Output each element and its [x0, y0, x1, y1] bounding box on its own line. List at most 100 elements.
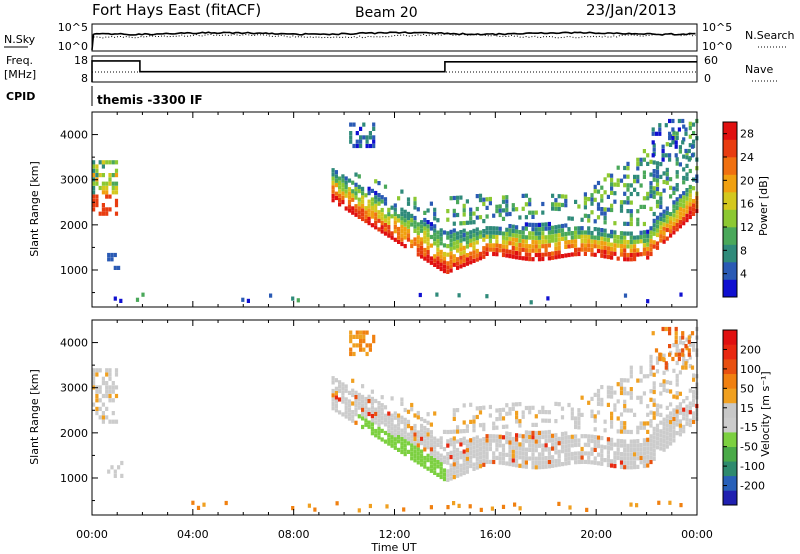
power-cell	[613, 234, 617, 239]
power-cell	[682, 167, 686, 172]
power-cell	[511, 250, 515, 255]
velocity-cell	[654, 348, 659, 353]
velocity-cell	[678, 406, 682, 411]
power-cell	[629, 248, 633, 253]
velocity-cell	[475, 406, 479, 411]
power-cell	[488, 234, 492, 239]
power-cell	[623, 183, 627, 188]
power-cell	[551, 206, 555, 211]
power-cell	[357, 197, 361, 202]
velocity-cell	[98, 385, 102, 390]
velocity-cell	[580, 459, 584, 464]
power-cell	[669, 220, 673, 225]
velocity-cell	[344, 410, 348, 415]
velocity-cell	[623, 465, 627, 470]
power-cell	[413, 241, 417, 246]
power-cell	[544, 235, 548, 240]
velocity-cell	[92, 368, 96, 373]
power-cell	[338, 193, 342, 198]
velocity-cell	[655, 445, 660, 450]
power-cell	[626, 231, 630, 236]
power-cell	[114, 181, 119, 186]
velocity-cell	[642, 391, 646, 396]
power-cell	[420, 254, 424, 259]
power-cell	[665, 219, 669, 224]
power-cell	[613, 191, 617, 196]
velocity-cell	[403, 426, 407, 431]
velocity-cell	[636, 378, 640, 383]
power-cell	[596, 180, 601, 186]
power-cell	[508, 228, 512, 233]
velocity-cell	[406, 409, 411, 414]
power-cell	[649, 194, 653, 199]
velocity-cell	[547, 455, 551, 460]
velocity-cell	[675, 360, 679, 366]
power-cell	[668, 131, 672, 136]
power-cell	[662, 218, 666, 223]
power-cell	[433, 212, 437, 217]
velocity-cell	[551, 463, 555, 468]
velocity-cell	[413, 441, 417, 446]
velocity-cell	[492, 455, 496, 460]
velocity-cell	[372, 339, 376, 344]
velocity-cell	[334, 399, 338, 404]
power-cell	[361, 208, 365, 213]
velocity-cell	[515, 433, 519, 438]
power-cell	[495, 239, 499, 244]
power-cell	[534, 210, 538, 215]
velocity-cell	[426, 440, 430, 446]
power-cell	[380, 195, 384, 200]
power-cell	[374, 208, 378, 213]
velocity-heatmap-cells	[92, 326, 699, 513]
velocity-cell	[636, 430, 640, 435]
velocity-cell	[528, 434, 532, 440]
power-cell	[436, 239, 440, 244]
power-cell	[98, 173, 102, 178]
velocity-cell	[567, 435, 571, 440]
velocity-cell	[508, 407, 512, 412]
power-cell	[413, 205, 417, 210]
velocity-cell	[439, 436, 443, 441]
power-cell	[416, 239, 420, 244]
velocity-cell	[475, 439, 479, 444]
noise-sky-label: N.Sky	[4, 33, 36, 46]
power-cell	[413, 237, 417, 242]
power-cell	[406, 197, 411, 202]
power-cell	[528, 252, 532, 257]
velocity-cell	[114, 393, 119, 399]
power-cell	[334, 183, 338, 188]
velocity-cell	[485, 447, 489, 452]
power-cell	[426, 254, 430, 259]
power-cell	[505, 203, 509, 208]
velocity-cell	[410, 402, 414, 408]
power-cell	[587, 234, 591, 240]
velocity-cell	[462, 420, 466, 425]
velocity-cell	[606, 441, 610, 446]
power-cell	[472, 233, 476, 238]
velocity-cell	[649, 363, 653, 368]
power-cell	[623, 200, 627, 205]
velocity-cell	[662, 417, 666, 422]
velocity-cell	[95, 368, 99, 373]
power-cell	[338, 185, 342, 190]
power-cell	[482, 250, 486, 255]
power-cell	[482, 229, 486, 234]
velocity-cell	[639, 369, 643, 375]
power-cell	[114, 160, 119, 165]
power-cell	[113, 252, 117, 258]
velocity-cell	[334, 395, 338, 400]
velocity-cell	[629, 391, 633, 396]
power-cell	[393, 237, 397, 242]
power-cell	[472, 228, 476, 233]
power-cell	[613, 230, 617, 235]
velocity-cell	[478, 442, 483, 447]
velocity-cell	[307, 503, 311, 508]
velocity-cell	[541, 452, 545, 457]
velocity-cell	[652, 372, 656, 377]
power-cell	[685, 176, 689, 181]
power-cell	[436, 230, 440, 235]
velocity-cell	[357, 414, 361, 419]
power-cell	[518, 251, 522, 256]
power-cell	[521, 226, 525, 231]
power-cell	[518, 234, 522, 239]
